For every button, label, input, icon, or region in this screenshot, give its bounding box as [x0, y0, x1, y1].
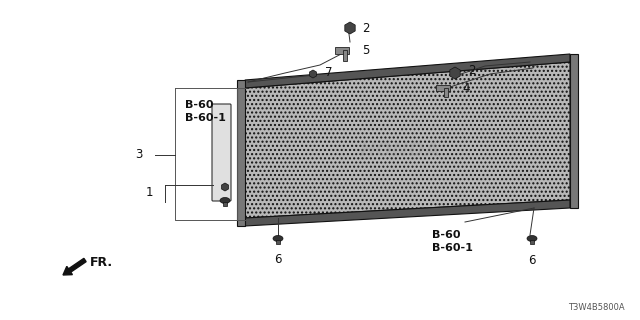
Bar [530, 239, 534, 244]
Polygon shape [570, 54, 578, 208]
Text: 2: 2 [362, 21, 369, 35]
Polygon shape [245, 62, 570, 218]
Ellipse shape [527, 236, 537, 242]
Text: 6: 6 [275, 253, 282, 266]
Text: B-60-1: B-60-1 [185, 113, 226, 123]
Bar [343, 50, 348, 60]
Bar [276, 239, 280, 244]
Text: 2: 2 [468, 65, 476, 77]
Bar [335, 46, 349, 53]
Text: B-60-1: B-60-1 [432, 243, 473, 253]
Polygon shape [345, 22, 355, 34]
Text: T3W4B5800A: T3W4B5800A [568, 303, 625, 312]
Bar [436, 85, 450, 91]
Polygon shape [221, 183, 228, 191]
Text: 1: 1 [145, 186, 153, 198]
Bar [444, 88, 449, 97]
Text: HONDA: HONDA [360, 140, 440, 159]
Text: 5: 5 [362, 44, 369, 57]
Text: 3: 3 [136, 148, 143, 162]
Text: 7: 7 [325, 67, 333, 79]
Text: B-60: B-60 [185, 100, 214, 110]
Polygon shape [245, 200, 570, 226]
Text: B-60: B-60 [432, 230, 461, 240]
Polygon shape [245, 54, 570, 88]
Ellipse shape [273, 236, 283, 242]
Text: FR.: FR. [90, 257, 113, 269]
Polygon shape [310, 70, 316, 78]
Polygon shape [237, 80, 245, 226]
Ellipse shape [220, 197, 230, 204]
Text: 4: 4 [462, 82, 470, 94]
Bar [223, 202, 227, 206]
FancyBboxPatch shape [212, 104, 231, 201]
Polygon shape [450, 67, 460, 79]
Text: 6: 6 [528, 254, 536, 267]
FancyArrow shape [63, 258, 86, 275]
